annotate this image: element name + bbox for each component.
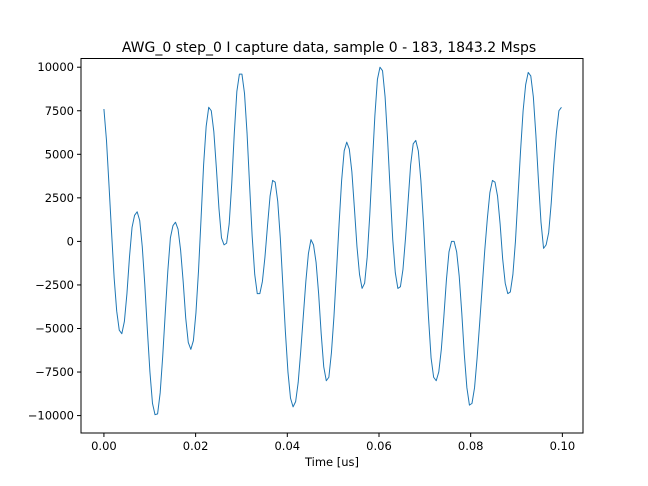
y-tick-label: 5000 <box>45 147 74 161</box>
y-tick-label: 0 <box>67 234 74 248</box>
series-line-0 <box>103 66 562 416</box>
y-tick-label: 7500 <box>45 104 74 118</box>
x-tick-label: 0.04 <box>274 439 300 453</box>
y-tick-label: 2500 <box>45 191 74 205</box>
x-axis-label: Time [us] <box>304 455 359 469</box>
y-tick-label: −2500 <box>35 278 74 292</box>
y-axis: −10000 −7500 −5000 −2500 0 2500 5000 7500 10000 <box>28 60 81 423</box>
y-tick-label: −7500 <box>35 365 74 379</box>
x-tick-label: 0.10 <box>550 439 576 453</box>
chart-title: AWG_0 step_0 I capture data, sample 0 - … <box>122 40 536 56</box>
x-tick-label: 0.08 <box>458 439 484 453</box>
y-tick-label: −10000 <box>28 409 74 423</box>
axes-frame <box>80 58 584 434</box>
y-tick-label: −5000 <box>35 321 74 335</box>
y-tick-label: 10000 <box>37 60 74 74</box>
x-tick-label: 0.06 <box>366 439 392 453</box>
plot-area <box>103 66 562 416</box>
x-tick-label: 0.02 <box>183 439 209 453</box>
x-tick-label: 0.00 <box>91 439 117 453</box>
x-axis: 0.00 0.02 0.04 0.06 0.08 0.10 <box>91 433 575 453</box>
